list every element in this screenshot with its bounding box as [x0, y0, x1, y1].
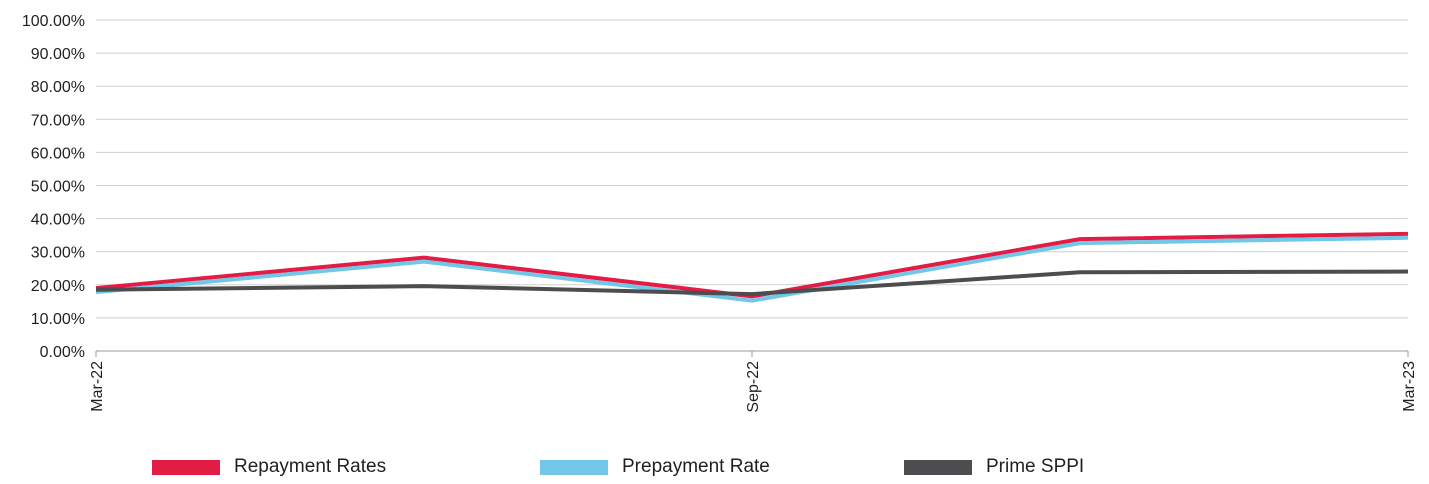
x-tick-label: Mar-22	[89, 361, 106, 412]
y-tick-label: 90.00%	[31, 46, 85, 63]
legend-swatch-repayment-rates	[152, 459, 220, 475]
x-axis-tick-labels: Mar-22 Sep-22 Mar-23	[89, 351, 1418, 413]
line-chart: 0.00% 10.00% 20.00% 30.00% 40.00% 50.00% 60.00…	[22, 13, 1418, 413]
gridlines	[96, 19, 1408, 352]
y-tick-label: 30.00%	[31, 245, 85, 262]
legend-item-repayment-rates: Repayment Rates	[152, 452, 386, 482]
legend-swatch-prepayment-rate	[540, 459, 608, 475]
y-tick-label: 80.00%	[31, 79, 85, 96]
legend-label-prepayment-rate: Prepayment Rate	[622, 456, 770, 477]
y-tick-label: 40.00%	[31, 212, 85, 229]
y-tick-label: 0.00%	[40, 344, 85, 361]
legend-item-prepayment-rate: Prepayment Rate	[540, 452, 770, 482]
y-tick-label: 10.00%	[31, 311, 85, 328]
y-tick-label: 20.00%	[31, 278, 85, 295]
series-line-prime-sppi	[95, 269, 1409, 297]
y-axis-tick-labels: 0.00% 10.00% 20.00% 30.00% 40.00% 50.00% 60.00…	[22, 13, 85, 361]
x-tick-label: Mar-23	[1401, 361, 1418, 412]
legend-swatch-prime-sppi	[904, 459, 972, 475]
y-tick-label: 50.00%	[31, 179, 85, 196]
x-tick-label: Sep-22	[745, 361, 762, 413]
legend-label-repayment-rates: Repayment Rates	[234, 456, 387, 477]
legend-item-prime-sppi: Prime SPPI	[904, 452, 1084, 482]
series-line-repayment-rates	[95, 231, 1409, 299]
series-line-prepayment-rate	[95, 235, 1409, 303]
y-tick-label: 70.00%	[31, 112, 85, 129]
legend-label-prime-sppi: Prime SPPI	[986, 456, 1085, 477]
series-lines	[95, 231, 1409, 303]
y-tick-label: 100.00%	[22, 13, 85, 30]
y-tick-label: 60.00%	[31, 145, 85, 162]
legend: Repayment Rates Prepayment Rate Prime SP…	[0, 452, 1429, 482]
